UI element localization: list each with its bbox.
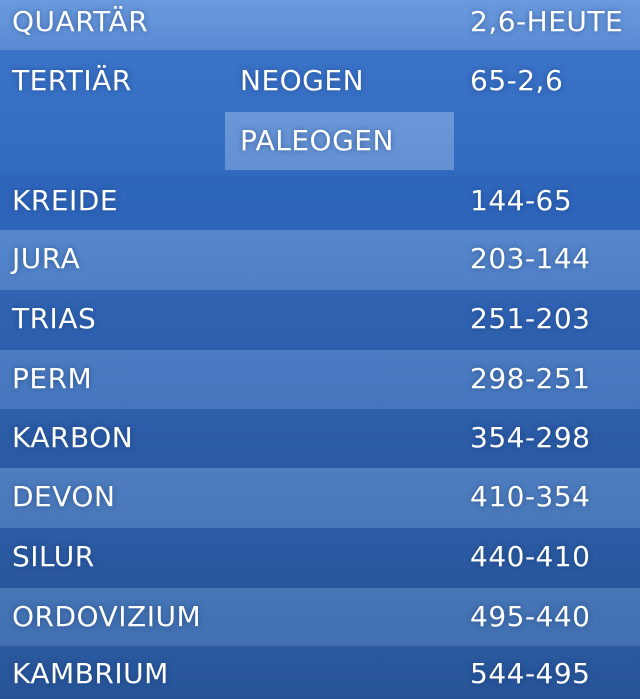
era-label: DEVON — [12, 480, 116, 513]
age-range: 440-410 — [470, 540, 591, 573]
table-row-jura: JURA 203-144 — [0, 230, 640, 290]
era-label: KARBON — [12, 421, 134, 454]
table-row-trias: TRIAS 251-203 — [0, 290, 640, 350]
table-row-karbon: KARBON 354-298 — [0, 409, 640, 468]
era-label: SILUR — [12, 540, 95, 573]
age-range: 203-144 — [470, 242, 591, 275]
age-range: 251-203 — [470, 302, 591, 335]
era-label: TERTIÄR — [12, 64, 132, 97]
table-row-ordovizium: ORDOVIZIUM 495-440 — [0, 588, 640, 646]
era-label: QUARTÄR — [12, 5, 149, 38]
age-range: 65-2,6 — [470, 64, 564, 97]
table-row-tertiaer: TERTIÄR NEOGEN 65-2,6 PALEOGEN — [0, 50, 640, 172]
age-range: 495-440 — [470, 600, 591, 633]
table-row-devon: DEVON 410-354 — [0, 468, 640, 528]
age-range: 2,6-HEUTE — [470, 5, 624, 38]
era-label: ORDOVIZIUM — [12, 600, 202, 633]
era-label: KAMBRIUM — [12, 657, 169, 690]
table-row-silur: SILUR 440-410 — [0, 528, 640, 588]
sub-period-paleogen-box: PALEOGEN — [225, 112, 454, 170]
era-label: KREIDE — [12, 184, 119, 217]
age-range: 410-354 — [470, 480, 591, 513]
age-range: 354-298 — [470, 421, 591, 454]
table-row-perm: PERM 298-251 — [0, 350, 640, 409]
age-range: 298-251 — [470, 362, 591, 395]
era-label: PERM — [12, 362, 93, 395]
age-range: 144-65 — [470, 184, 573, 217]
era-label: TRIAS — [12, 302, 97, 335]
sub-period-paleogen: PALEOGEN — [240, 124, 394, 157]
age-range: 544-495 — [470, 657, 591, 690]
table-row-kambrium: KAMBRIUM 544-495 — [0, 646, 640, 699]
table-row-kreide: KREIDE 144-65 — [0, 172, 640, 230]
era-label: JURA — [12, 242, 81, 275]
table-row-quartaer: QUARTÄR 2,6-HEUTE — [0, 0, 640, 50]
sub-period-neogen: NEOGEN — [240, 64, 365, 97]
